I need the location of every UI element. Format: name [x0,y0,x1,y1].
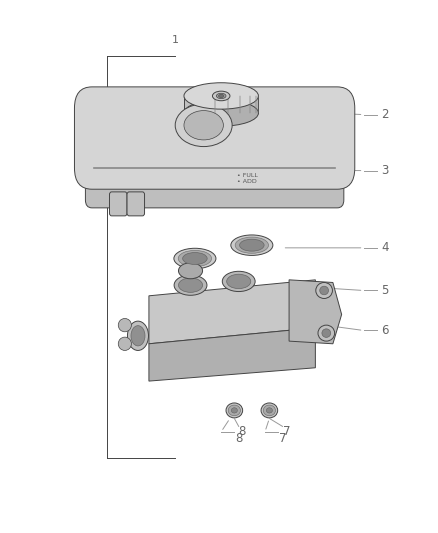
Text: • FULL
• ADD: • FULL • ADD [237,173,258,184]
Ellipse shape [318,325,335,341]
Ellipse shape [261,403,278,418]
Ellipse shape [174,275,207,295]
Text: 1: 1 [172,35,179,45]
Ellipse shape [240,239,264,251]
FancyBboxPatch shape [110,192,127,216]
Ellipse shape [263,405,276,416]
Ellipse shape [212,91,230,101]
Text: 7: 7 [283,425,290,438]
Ellipse shape [316,282,332,298]
Text: 5: 5 [381,284,389,297]
Ellipse shape [227,274,251,289]
Ellipse shape [216,93,226,99]
Ellipse shape [179,278,202,292]
FancyBboxPatch shape [127,192,145,216]
Text: 6: 6 [381,324,389,337]
Ellipse shape [118,337,131,351]
Ellipse shape [179,263,202,279]
Polygon shape [149,280,315,344]
Ellipse shape [228,405,240,416]
Ellipse shape [320,286,328,295]
Ellipse shape [183,253,207,264]
Ellipse shape [175,104,232,147]
Polygon shape [184,96,258,113]
Ellipse shape [131,326,145,346]
Ellipse shape [231,235,273,255]
Ellipse shape [322,329,331,337]
FancyBboxPatch shape [85,157,344,208]
Ellipse shape [174,248,216,269]
Ellipse shape [219,94,224,98]
Text: 3: 3 [381,164,389,177]
FancyBboxPatch shape [74,87,355,189]
Ellipse shape [178,251,212,266]
Ellipse shape [226,403,243,418]
Ellipse shape [266,408,272,413]
Polygon shape [149,328,315,381]
Ellipse shape [184,100,258,126]
Text: 8: 8 [235,432,242,445]
Polygon shape [289,280,342,344]
Ellipse shape [235,237,268,253]
Ellipse shape [118,318,131,332]
Text: 8: 8 [239,425,246,438]
Ellipse shape [127,321,148,351]
Ellipse shape [184,83,258,109]
Text: 2: 2 [381,108,389,121]
Text: 4: 4 [381,241,389,254]
Text: 7: 7 [279,432,286,445]
Ellipse shape [231,408,237,413]
Ellipse shape [222,271,255,292]
Ellipse shape [184,111,223,140]
